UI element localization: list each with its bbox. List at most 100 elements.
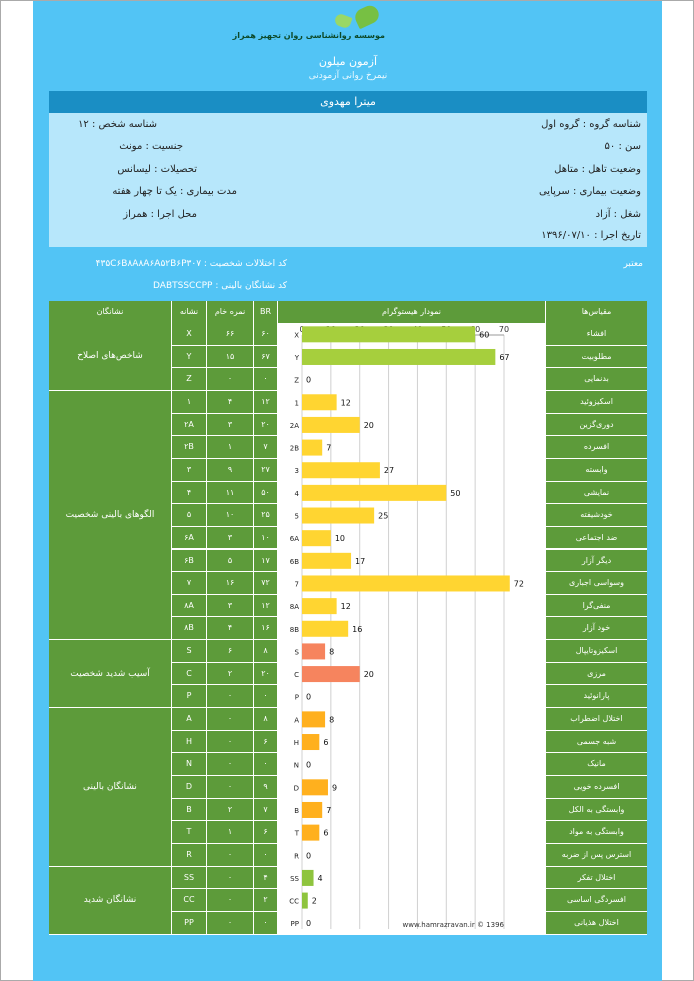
row-scale-name: اختلال هذیانی — [546, 911, 647, 935]
row-br-score: ۰ — [254, 843, 277, 867]
row-scale-name: وابستگی به مواد — [546, 821, 647, 844]
row-symbol: ۸B — [172, 617, 206, 641]
bar-category-label: Z — [294, 377, 299, 385]
row-scale-name: شبه جسمی — [546, 730, 647, 754]
row-br-score: ۶۰ — [254, 323, 277, 346]
row-raw-score: ۰ — [207, 889, 253, 912]
row-raw-score: ۰ — [207, 730, 253, 754]
row-br-score: ۱۷ — [254, 549, 277, 573]
bar — [302, 507, 375, 524]
row-scale-name: افسرده — [546, 436, 647, 459]
bar-category-label: 5 — [295, 513, 299, 521]
bar-category-label: A — [294, 716, 299, 724]
bar-value-label: 10 — [335, 534, 345, 543]
row-br-score: ۶ — [254, 821, 277, 844]
row-br-score: ۱۰ — [254, 526, 277, 550]
bar — [302, 439, 323, 456]
row-raw-score: ۳ — [207, 594, 253, 618]
bar-value-label: 17 — [355, 557, 365, 566]
job: شغل : آزاد — [595, 209, 641, 220]
bar — [302, 734, 320, 751]
row-symbol: C — [172, 662, 206, 686]
row-scale-name: منفی‌گرا — [546, 594, 647, 618]
bar — [302, 575, 510, 592]
bar-value-label: 9 — [332, 783, 337, 792]
marital-status: وضعیت تاهل : متاهل — [554, 164, 641, 175]
row-scale-name: استرس پس از ضربه — [546, 843, 647, 867]
row-scale-name: نمایشی — [546, 481, 647, 505]
group-id: شناسه گروه : گروه اول — [541, 119, 641, 130]
row-br-score: ۲۷ — [254, 458, 277, 482]
row-scale-name: ضد اجتماعی — [546, 526, 647, 550]
row-symbol: ۳ — [172, 458, 206, 482]
bar — [302, 326, 476, 343]
group-label: الگوهای بالینی شخصیت — [49, 390, 171, 641]
row-br-score: ۲۵ — [254, 504, 277, 527]
illness-duration: مدت بیماری : یک تا چهار هفته — [112, 186, 237, 197]
row-scale-name: مانیک — [546, 753, 647, 776]
row-raw-score: ۱۵ — [207, 345, 253, 369]
bar-value-label: 0 — [306, 919, 311, 928]
row-raw-score: ۰ — [207, 776, 253, 799]
row-br-score: ۱۶ — [254, 617, 277, 641]
bar — [302, 824, 320, 841]
row-symbol: Y — [172, 345, 206, 369]
bar-category-label: 1 — [295, 399, 299, 407]
row-br-score: ۲ — [254, 889, 277, 912]
header-syndromes: نشانگان — [49, 301, 171, 323]
header-br: BR — [254, 301, 277, 323]
bar-category-label: N — [294, 762, 299, 770]
report-header: موسسه روانشناسی روان تجهیز همراز آزمون م… — [49, 1, 647, 87]
row-raw-score: ۰ — [207, 368, 253, 391]
bar-category-label: C — [294, 671, 299, 679]
bar-category-label: H — [294, 739, 299, 747]
bar — [302, 892, 308, 909]
row-symbol: ۶A — [172, 526, 206, 550]
chart-footer: www.hamrazravan.ir © 1396 — [403, 921, 505, 929]
row-symbol: SS — [172, 866, 206, 890]
bar — [302, 552, 352, 569]
row-br-score: ۲۰ — [254, 662, 277, 686]
bar — [302, 530, 331, 547]
bar-value-label: 60 — [479, 330, 489, 339]
bar-category-label: D — [294, 784, 299, 792]
person-id: شناسه شخص : ۱۲ — [78, 119, 157, 130]
row-symbol: ۷ — [172, 572, 206, 595]
row-scale-name: دوری‌گزین — [546, 413, 647, 437]
bar-category-label: 6B — [290, 558, 299, 566]
row-symbol: ۲B — [172, 436, 206, 459]
row-br-score: ۷ — [254, 798, 277, 822]
profile-table: نشانگان نشانه نمره خام BR نمودار هیستوگر… — [49, 301, 647, 935]
row-br-score: ۴ — [254, 866, 277, 890]
bar-category-label: SS — [290, 875, 299, 883]
bar-value-label: 20 — [364, 670, 374, 679]
row-raw-score: ۳ — [207, 413, 253, 437]
bar-category-label: PP — [291, 920, 299, 928]
row-raw-score: ۱۰ — [207, 504, 253, 527]
row-raw-score: ۲ — [207, 798, 253, 822]
row-symbol: ۱ — [172, 390, 206, 414]
bar-value-label: 50 — [450, 489, 460, 498]
row-br-score: ۶ — [254, 730, 277, 754]
leaf-small-icon — [333, 12, 353, 30]
bar-value-label: 0 — [306, 851, 311, 860]
bar — [302, 869, 314, 886]
person-info-panel: شناسه گروه : گروه اول شناسه شخص : ۱۲ سن … — [49, 113, 647, 247]
bar-value-label: 0 — [306, 693, 311, 702]
row-raw-score: ۱ — [207, 436, 253, 459]
row-br-score: ۰ — [254, 685, 277, 709]
row-symbol: ۵ — [172, 504, 206, 527]
header-raw: نمره خام — [207, 301, 253, 323]
bar-value-label: 16 — [352, 625, 362, 634]
row-raw-score: ۱۱ — [207, 481, 253, 505]
row-raw-score: ۱۶ — [207, 572, 253, 595]
bar-value-label: 72 — [514, 579, 524, 588]
row-scale-name: پارانوئید — [546, 685, 647, 709]
bar-value-label: 6 — [323, 829, 328, 838]
bar-category-label: P — [295, 694, 299, 702]
row-symbol: D — [172, 776, 206, 799]
x-tick-label: 70 — [499, 325, 509, 334]
bar-value-label: 7 — [326, 806, 331, 815]
header-scales: مقیاس‌ها — [546, 301, 647, 323]
row-symbol: ۶B — [172, 549, 206, 573]
